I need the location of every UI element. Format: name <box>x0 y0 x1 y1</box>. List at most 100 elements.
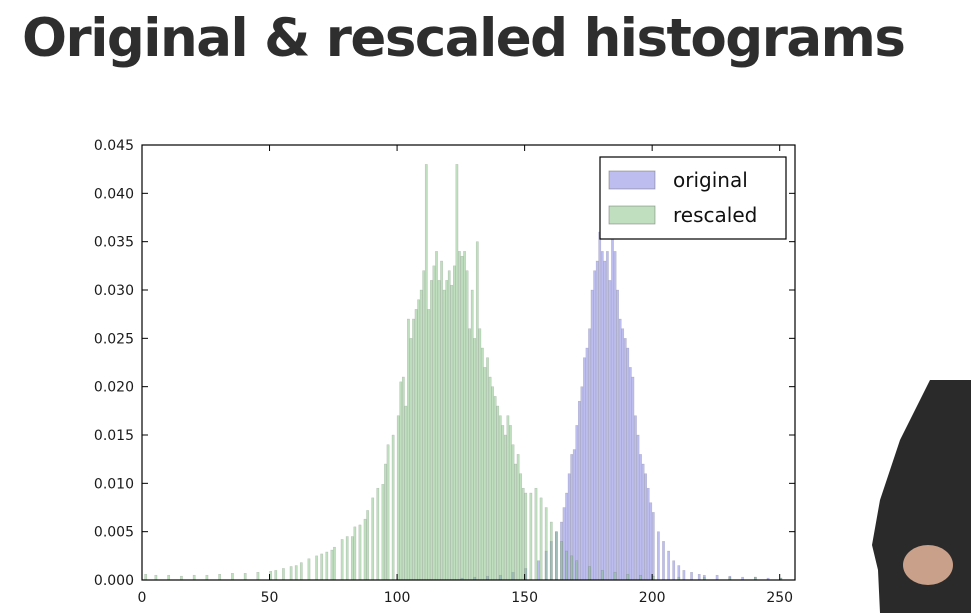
bar-rescaled <box>414 309 418 581</box>
bar-rescaled <box>320 553 324 581</box>
bar-original <box>585 347 589 581</box>
bar-rescaled <box>544 507 548 581</box>
bar-rescaled <box>511 444 515 581</box>
bar-rescaled <box>588 566 591 581</box>
y-tick-label: 0.020 <box>94 380 134 396</box>
bar-rescaled <box>205 574 209 581</box>
bar-rescaled <box>437 280 441 581</box>
bar-rescaled <box>399 381 403 581</box>
bar-original <box>588 328 591 581</box>
bar-original <box>697 574 701 581</box>
bar-original <box>590 289 594 581</box>
bar-rescaled <box>340 539 344 581</box>
bar-rescaled <box>465 270 469 581</box>
bar-rescaled <box>289 566 293 581</box>
legend-label-rescaled: rescaled <box>673 203 757 227</box>
bar-rescaled <box>358 524 362 581</box>
bar-rescaled <box>509 425 512 581</box>
bar-rescaled <box>404 405 408 581</box>
bar-original <box>600 251 604 581</box>
bar-rescaled <box>473 338 477 581</box>
bar-rescaled <box>496 405 500 581</box>
bar-rescaled <box>481 347 484 581</box>
bar-rescaled <box>363 518 367 581</box>
y-tick-label: 0.045 <box>94 138 134 154</box>
bar-rescaled <box>417 299 420 581</box>
bar-rescaled <box>384 463 387 581</box>
bar-rescaled <box>391 434 395 581</box>
bar-rescaled <box>529 492 533 581</box>
bar-rescaled <box>218 574 222 581</box>
bar-original <box>667 550 670 581</box>
bar-rescaled <box>412 318 415 581</box>
bar-rescaled <box>539 497 543 581</box>
y-tick-label: 0.015 <box>94 428 134 444</box>
bar-original <box>572 449 576 581</box>
bar-rescaled <box>498 415 502 581</box>
bar-rescaled <box>442 289 446 581</box>
bar-original <box>626 347 630 581</box>
bar-rescaled <box>534 487 538 581</box>
bar-rescaled <box>575 560 579 581</box>
y-tick-label: 0.025 <box>94 331 134 347</box>
bar-rescaled <box>600 570 604 581</box>
bar-rescaled <box>350 536 354 581</box>
bar-rescaled <box>447 270 451 581</box>
bar-rescaled <box>445 280 449 581</box>
bar-original <box>608 280 612 581</box>
bar-rescaled <box>501 425 505 581</box>
bar-original <box>629 367 632 581</box>
bar-rescaled <box>422 270 426 581</box>
bar-rescaled <box>154 574 158 581</box>
axis-ticks: 0 50 100 150 200 250 0.000 0.005 0.010 0.015 0.020… <box>94 138 795 606</box>
bar-rescaled <box>430 280 433 581</box>
bar-rescaled <box>491 386 494 581</box>
bar-rescaled <box>486 357 489 581</box>
bar-rescaled <box>435 251 438 581</box>
bar-rescaled <box>519 473 523 581</box>
bar-rescaled <box>167 574 171 581</box>
bar-original <box>657 531 660 581</box>
legend-swatch-original <box>608 170 656 190</box>
bar-rescaled <box>231 573 234 581</box>
bar-original <box>537 560 540 581</box>
bar-rescaled <box>424 164 428 581</box>
bar-rescaled <box>366 510 369 581</box>
bar-original <box>623 338 627 581</box>
bar-rescaled <box>299 562 303 581</box>
bar-rescaled <box>330 549 334 581</box>
presenter-figure <box>872 380 971 613</box>
bar-rescaled <box>419 289 423 581</box>
bar-rescaled <box>409 338 413 581</box>
bar-rescaled <box>144 574 148 581</box>
bar-original <box>682 570 686 581</box>
bar-rescaled <box>450 284 454 581</box>
bar-original <box>646 487 650 581</box>
bar-rescaled <box>514 463 517 581</box>
y-tick-label: 0.035 <box>94 235 134 251</box>
bar-rescaled <box>560 541 563 581</box>
bar-rescaled <box>565 550 568 581</box>
bar-rescaled <box>475 241 479 581</box>
bar-original <box>583 357 586 581</box>
bar-rescaled <box>639 574 642 581</box>
x-tick-label: 50 <box>261 590 279 606</box>
bar-original <box>562 507 566 581</box>
bar-rescaled <box>192 574 196 581</box>
y-tick-label: 0.000 <box>94 573 134 589</box>
bar-rescaled <box>325 551 329 581</box>
bar-original <box>649 502 653 581</box>
bar-rescaled <box>381 484 385 581</box>
bar-original <box>641 463 645 581</box>
x-tick-label: 100 <box>384 590 411 606</box>
bar-rescaled <box>626 574 630 581</box>
bar-original <box>651 512 655 581</box>
bar-original <box>636 434 640 581</box>
bar-rescaled <box>555 531 558 581</box>
bar-original <box>567 473 571 581</box>
y-tick-label: 0.030 <box>94 283 134 299</box>
bar-rescaled <box>613 572 617 581</box>
bar-rescaled <box>453 265 456 581</box>
